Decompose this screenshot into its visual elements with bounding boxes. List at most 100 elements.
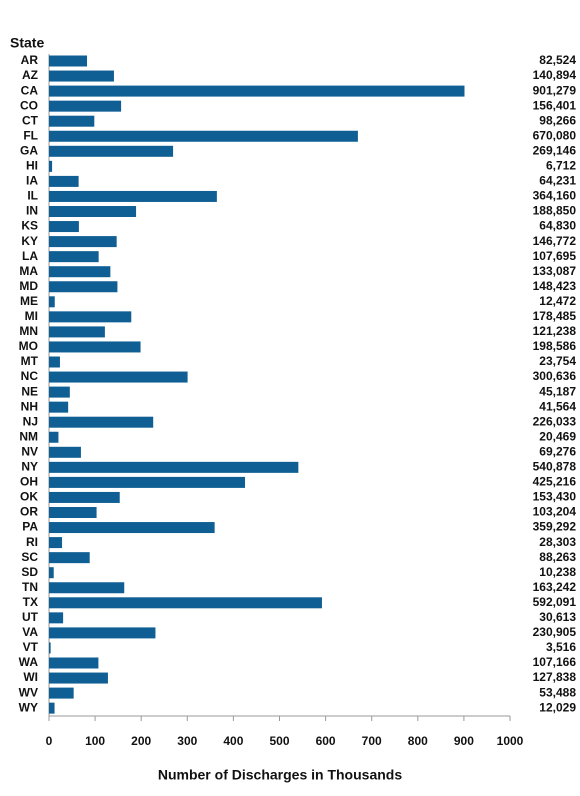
value-label: 592,091 bbox=[533, 595, 577, 609]
y-tick-label: WA bbox=[19, 655, 39, 669]
y-tick-label: MO bbox=[19, 339, 38, 353]
y-tick-label: NH bbox=[21, 399, 38, 413]
bar bbox=[49, 85, 465, 97]
bar bbox=[49, 236, 117, 248]
value-label: 45,187 bbox=[539, 384, 576, 398]
value-label: 425,216 bbox=[533, 475, 577, 489]
value-label: 153,430 bbox=[533, 490, 577, 504]
y-tick-label: WY bbox=[19, 700, 38, 714]
bar bbox=[49, 507, 97, 518]
y-tick-label: MI bbox=[25, 309, 38, 323]
value-label: 269,146 bbox=[533, 143, 577, 157]
bar bbox=[49, 251, 99, 263]
value-label: 127,838 bbox=[533, 670, 577, 684]
y-tick-label: GA bbox=[20, 143, 38, 157]
y-tick-label: NY bbox=[21, 460, 38, 474]
x-tick-label: 100 bbox=[85, 734, 105, 748]
value-label: 6,712 bbox=[546, 159, 576, 173]
bar bbox=[49, 326, 105, 338]
value-label: 198,586 bbox=[533, 339, 577, 353]
y-tick-label: TN bbox=[22, 580, 38, 594]
bar bbox=[49, 206, 137, 217]
y-tick-label: NE bbox=[21, 384, 38, 398]
value-label: 53,488 bbox=[539, 685, 576, 699]
bar bbox=[49, 221, 79, 233]
bar bbox=[49, 160, 53, 172]
value-label: 300,636 bbox=[533, 369, 577, 383]
x-tick-label: 400 bbox=[223, 734, 243, 748]
y-tick-label: MT bbox=[21, 354, 39, 368]
y-tick-label: IL bbox=[27, 189, 38, 203]
y-tick-label: SD bbox=[21, 565, 38, 579]
y-tick-label: PA bbox=[22, 520, 38, 534]
y-tick-label: LA bbox=[22, 249, 38, 263]
bar bbox=[49, 416, 154, 428]
bar bbox=[49, 175, 79, 187]
y-tick-label: WI bbox=[23, 670, 38, 684]
value-label: 3,516 bbox=[546, 640, 576, 654]
y-tick-label: AZ bbox=[22, 68, 38, 82]
value-label: 30,613 bbox=[539, 610, 576, 624]
bar bbox=[49, 311, 132, 323]
bar bbox=[49, 115, 95, 127]
y-tick-label: KS bbox=[21, 219, 38, 233]
bar bbox=[49, 537, 63, 549]
y-tick-label: FL bbox=[23, 128, 38, 142]
y-tick-label: ME bbox=[20, 294, 38, 308]
value-label: 64,830 bbox=[539, 219, 576, 233]
y-tick-label: IN bbox=[26, 204, 38, 218]
y-tick-label: CA bbox=[21, 83, 39, 97]
value-label: 178,485 bbox=[533, 309, 577, 323]
value-label: 23,754 bbox=[539, 354, 576, 368]
y-tick-label: VA bbox=[22, 625, 38, 639]
value-label: 540,878 bbox=[533, 460, 577, 474]
value-label: 133,087 bbox=[533, 264, 577, 278]
value-label: 146,772 bbox=[533, 234, 577, 248]
bar bbox=[49, 522, 215, 534]
y-tick-label: MD bbox=[19, 279, 38, 293]
bar bbox=[49, 567, 54, 579]
bar bbox=[49, 70, 114, 82]
y-tick-label: HI bbox=[26, 159, 38, 173]
value-label: 20,469 bbox=[539, 429, 576, 443]
bar bbox=[49, 190, 217, 202]
x-tick-label: 900 bbox=[454, 734, 474, 748]
y-tick-label: CO bbox=[20, 98, 38, 112]
y-tick-label: SC bbox=[21, 550, 38, 564]
bar bbox=[49, 552, 90, 564]
y-tick-label: NV bbox=[21, 444, 38, 458]
y-tick-label: MN bbox=[19, 324, 38, 338]
value-label: 226,033 bbox=[533, 414, 577, 428]
value-label: 103,204 bbox=[533, 505, 577, 519]
y-tick-label: IA bbox=[26, 174, 38, 188]
value-label: 10,238 bbox=[539, 565, 576, 579]
y-tick-label: AR bbox=[21, 53, 39, 67]
x-tick-label: 200 bbox=[131, 734, 151, 748]
value-label: 148,423 bbox=[533, 279, 577, 293]
bar bbox=[49, 145, 174, 157]
value-label: 107,695 bbox=[533, 249, 577, 263]
x-tick-label: 0 bbox=[46, 734, 53, 748]
bar bbox=[49, 672, 108, 684]
bar bbox=[49, 702, 55, 714]
value-label: 901,279 bbox=[533, 83, 577, 97]
bar bbox=[49, 627, 156, 639]
y-tick-label: NJ bbox=[23, 414, 38, 428]
value-label: 670,080 bbox=[533, 128, 577, 142]
value-label: 12,472 bbox=[539, 294, 576, 308]
bar bbox=[49, 296, 55, 308]
value-label: 121,238 bbox=[533, 324, 577, 338]
bar bbox=[49, 597, 322, 609]
bar bbox=[49, 281, 118, 293]
value-label: 82,524 bbox=[539, 53, 576, 67]
bar bbox=[49, 687, 74, 699]
value-label: 69,276 bbox=[539, 444, 576, 458]
bar bbox=[49, 356, 60, 368]
bar bbox=[49, 446, 81, 458]
bar bbox=[49, 431, 59, 443]
y-tick-label: KY bbox=[21, 234, 38, 248]
value-label: 64,231 bbox=[539, 174, 576, 188]
bar bbox=[49, 371, 188, 383]
y-tick-label: NM bbox=[19, 429, 38, 443]
